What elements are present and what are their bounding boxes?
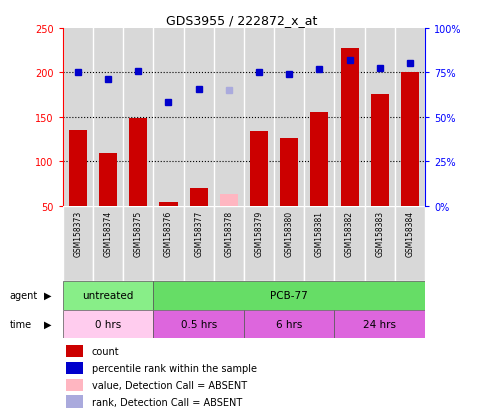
Text: GSM158379: GSM158379: [255, 210, 264, 256]
Bar: [154, 281, 425, 310]
Text: time: time: [10, 319, 32, 329]
Bar: [371, 95, 389, 206]
Bar: [220, 195, 238, 206]
Text: rank, Detection Call = ABSENT: rank, Detection Call = ABSENT: [92, 397, 242, 407]
Text: GDS3955 / 222872_x_at: GDS3955 / 222872_x_at: [166, 14, 317, 27]
Text: GSM158374: GSM158374: [103, 210, 113, 256]
Text: GSM158373: GSM158373: [73, 210, 83, 256]
Text: count: count: [92, 347, 119, 356]
Text: untreated: untreated: [83, 290, 134, 300]
Bar: [401, 74, 419, 206]
Bar: [213, 206, 244, 281]
Text: ▶: ▶: [43, 290, 51, 300]
Text: GSM158380: GSM158380: [284, 210, 294, 256]
Text: 6 hrs: 6 hrs: [276, 319, 302, 329]
Bar: [63, 206, 93, 281]
Bar: [311, 112, 328, 206]
Bar: [67, 396, 83, 408]
Text: GSM158382: GSM158382: [345, 210, 354, 256]
Bar: [244, 310, 334, 339]
Text: GSM158384: GSM158384: [405, 210, 414, 256]
Bar: [341, 48, 358, 206]
Bar: [93, 206, 123, 281]
Bar: [304, 206, 334, 281]
Bar: [159, 203, 178, 206]
Text: GSM158378: GSM158378: [224, 210, 233, 256]
Bar: [154, 310, 244, 339]
Bar: [123, 206, 154, 281]
Bar: [395, 206, 425, 281]
Bar: [69, 131, 87, 206]
Bar: [63, 310, 154, 339]
Text: GSM158377: GSM158377: [194, 210, 203, 256]
Bar: [365, 206, 395, 281]
Bar: [67, 345, 83, 358]
Text: 0 hrs: 0 hrs: [95, 319, 121, 329]
Bar: [99, 153, 117, 206]
Text: GSM158376: GSM158376: [164, 210, 173, 256]
Bar: [154, 206, 184, 281]
Bar: [129, 119, 147, 206]
Text: 0.5 hrs: 0.5 hrs: [181, 319, 217, 329]
Bar: [335, 310, 425, 339]
Text: GSM158381: GSM158381: [315, 210, 324, 256]
Bar: [334, 206, 365, 281]
Text: GSM158383: GSM158383: [375, 210, 384, 256]
Text: agent: agent: [10, 290, 38, 300]
Text: percentile rank within the sample: percentile rank within the sample: [92, 363, 257, 373]
Bar: [67, 379, 83, 392]
Bar: [67, 362, 83, 375]
Text: value, Detection Call = ABSENT: value, Detection Call = ABSENT: [92, 380, 247, 390]
Bar: [280, 139, 298, 206]
Bar: [250, 132, 268, 206]
Bar: [63, 281, 154, 310]
Bar: [189, 189, 208, 206]
Text: GSM158375: GSM158375: [134, 210, 143, 256]
Text: 24 hrs: 24 hrs: [363, 319, 396, 329]
Bar: [184, 206, 213, 281]
Bar: [244, 206, 274, 281]
Text: PCB-77: PCB-77: [270, 290, 308, 300]
Bar: [274, 206, 304, 281]
Text: ▶: ▶: [43, 319, 51, 329]
